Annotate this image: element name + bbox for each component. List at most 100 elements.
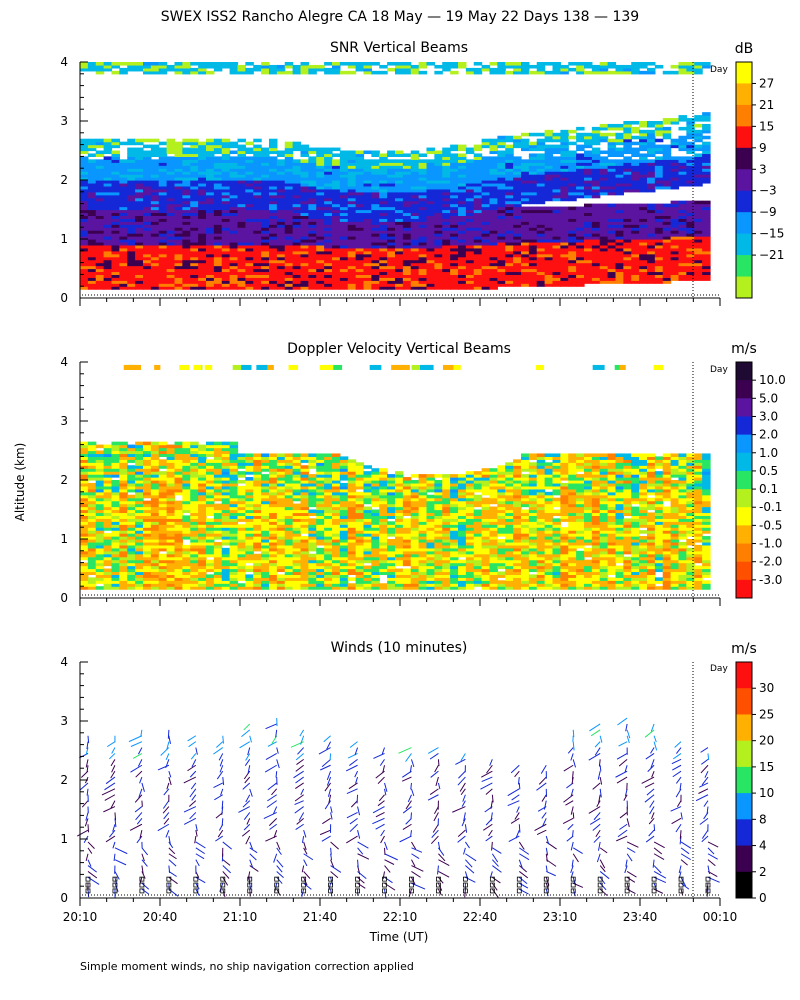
snr-cell (505, 241, 514, 246)
snr-cell (473, 274, 483, 278)
snr-cell (166, 253, 176, 258)
doppler-cell (150, 580, 160, 584)
snr-cell (80, 200, 89, 205)
snr-cell (103, 64, 113, 69)
doppler-cell (206, 521, 215, 525)
snr-cell (355, 265, 365, 270)
snr-cell (339, 156, 349, 160)
snr-cell (363, 188, 372, 193)
snr-cell (410, 185, 420, 190)
snr-cell (166, 277, 176, 281)
snr-cell (528, 230, 538, 234)
snr-cell (221, 224, 231, 228)
snr-cell (521, 221, 530, 225)
snr-cell (379, 215, 388, 219)
doppler-cell (166, 456, 176, 460)
snr-cell (402, 218, 412, 222)
doppler-cell (95, 468, 105, 472)
doppler-cell (150, 512, 160, 516)
snr-cell (127, 274, 136, 278)
snr-cell (166, 250, 176, 255)
doppler-cell (119, 574, 128, 578)
snr-cell (261, 286, 270, 290)
snr-cell (339, 209, 349, 214)
snr-cell (662, 185, 672, 190)
snr-cell (206, 250, 215, 255)
snr-cell (253, 153, 262, 157)
snr-cell (465, 247, 475, 252)
snr-cell (80, 247, 89, 252)
doppler-cell (206, 491, 215, 496)
snr-cell (261, 197, 270, 202)
snr-cell (292, 280, 302, 284)
snr-cell (513, 62, 522, 66)
snr-cell (576, 265, 585, 270)
snr-cell (442, 185, 451, 190)
snr-cell (198, 150, 207, 155)
snr-cell (686, 129, 695, 134)
snr-cell (119, 197, 128, 202)
snr-cell (363, 241, 372, 246)
snr-cell (269, 274, 278, 278)
snr-cell (591, 159, 601, 163)
snr-cell (229, 239, 239, 243)
snr-cell (221, 174, 231, 178)
doppler-cell (174, 547, 183, 552)
snr-cell (465, 256, 475, 261)
snr-cell (324, 236, 333, 240)
snr-cell (95, 274, 105, 278)
snr-cell (481, 194, 491, 199)
snr-cell (654, 159, 664, 163)
snr-cell (80, 265, 89, 270)
snr-cell (347, 180, 357, 184)
snr-cell (284, 262, 294, 267)
snr-cell (316, 271, 325, 275)
snr-cell (544, 244, 554, 249)
snr-cell (418, 70, 428, 75)
snr-cell (395, 174, 404, 178)
snr-cell (465, 274, 475, 278)
doppler-cell (119, 447, 128, 452)
snr-cell (206, 182, 215, 187)
snr-cell (584, 224, 593, 228)
snr-cell (174, 212, 183, 216)
snr-cell (332, 265, 341, 270)
snr-cell (316, 191, 325, 196)
doppler-cell (95, 453, 105, 457)
snr-cell (702, 153, 711, 157)
snr-cell (560, 265, 569, 270)
snr-cell (95, 150, 105, 155)
snr-cell (505, 247, 514, 252)
snr-cell (591, 162, 601, 166)
snr-cell (379, 268, 388, 273)
snr-cell (253, 268, 262, 273)
snr-cell (174, 194, 183, 199)
snr-cell (615, 253, 624, 258)
doppler-cell (166, 518, 176, 522)
doppler-cell (127, 580, 136, 584)
snr-cell (694, 177, 703, 181)
snr-cell (568, 194, 577, 199)
snr-cell (111, 156, 120, 160)
snr-cell (442, 177, 451, 181)
snr-cell (269, 138, 278, 143)
snr-cell (269, 265, 278, 270)
snr-cell (119, 165, 128, 169)
snr-cell (686, 174, 695, 178)
snr-cell (528, 147, 538, 152)
snr-cell (111, 150, 120, 155)
snr-cell (379, 230, 388, 234)
snr-cell (363, 150, 372, 155)
doppler-cell (174, 468, 183, 472)
doppler-cell (103, 577, 113, 581)
snr-cell (536, 180, 546, 184)
snr-cell (103, 194, 113, 199)
snr-cell (458, 182, 467, 187)
doppler-cell (166, 506, 176, 511)
doppler-cell (143, 506, 152, 511)
snr-cell (308, 259, 317, 264)
snr-cell (418, 194, 428, 199)
snr-cell (607, 206, 617, 211)
snr-cell (395, 67, 404, 72)
snr-cell (355, 221, 365, 225)
